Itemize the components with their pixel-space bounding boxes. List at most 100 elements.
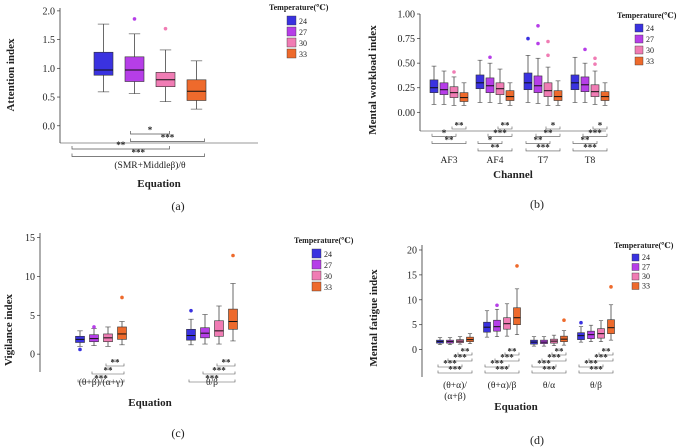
significance-label: *** <box>537 359 551 369</box>
significance-label: ** <box>581 135 591 145</box>
legend-swatch-30 <box>631 272 640 281</box>
significance-bracket <box>525 148 561 152</box>
significance-bracket <box>484 370 520 374</box>
box-θ/β-33 <box>228 308 238 330</box>
legend: Temperature(℃) 24 27 30 33 <box>617 11 677 66</box>
significance-label: *** <box>493 128 507 138</box>
outlier-point <box>495 303 499 308</box>
box-T7-33 <box>553 90 563 101</box>
x-category-label: θ/α <box>543 381 555 391</box>
box-T7-30 <box>543 82 553 97</box>
significance-label: ** <box>491 142 501 152</box>
significance-label: *** <box>212 366 226 376</box>
significance-bracket <box>105 363 125 367</box>
significance-bracket <box>457 352 473 356</box>
legend-item-label: 27 <box>324 261 332 270</box>
outlier-point <box>546 39 550 44</box>
significance-bracket <box>582 133 608 137</box>
box-θ/β-30 <box>214 320 224 337</box>
legend-item-label: 24 <box>324 250 332 259</box>
y-tick-label: 2.0 <box>43 6 56 17</box>
y-tick-label: 0 <box>30 350 35 361</box>
significance-bracket <box>545 126 561 130</box>
outlier-point <box>593 56 597 61</box>
significance-label: *** <box>542 365 556 375</box>
legend-swatch-24 <box>634 23 644 33</box>
x-category-label: θ/β <box>590 381 602 391</box>
x-category-label: (SMR+Middleβ)/θ <box>114 160 186 171</box>
outlier-point <box>536 23 540 28</box>
significance-bracket <box>504 352 520 356</box>
significance-bracket <box>541 358 567 362</box>
y-tick-label: 10 <box>407 295 417 306</box>
legend-title: Temperature(℃) <box>294 236 354 245</box>
significance-bracket <box>431 133 457 137</box>
significance-label: ** <box>104 366 114 376</box>
significance-label: * <box>148 125 153 135</box>
legend-swatch-30 <box>311 270 322 281</box>
y-tick-label: 0.25 <box>398 83 416 94</box>
significance-label: *** <box>94 374 108 384</box>
significance-bracket <box>592 126 608 130</box>
significance-bracket <box>437 364 463 368</box>
significance-bracket <box>477 141 503 144</box>
y-tick-label: 0.0 <box>43 121 56 132</box>
significance-bracket <box>531 370 567 374</box>
legend-item-label: 27 <box>642 263 650 272</box>
legend-swatch-30 <box>634 45 644 55</box>
legend-title: Temperature(℃) <box>614 241 674 250</box>
x-category-label: θ/β <box>206 378 218 388</box>
significance-label: *** <box>205 374 219 384</box>
significance-bracket <box>497 126 513 130</box>
significance-label: *** <box>500 353 514 363</box>
significance-label: * <box>598 121 603 131</box>
x-category-label: AF4 <box>487 156 504 166</box>
significance-label: ** <box>445 135 455 145</box>
outlier-point <box>92 325 96 329</box>
box-AF3-27 <box>439 82 449 95</box>
outlier-point <box>452 70 456 74</box>
significance-bracket <box>77 379 125 383</box>
legend-title: Temperature(℃) <box>617 11 677 20</box>
legend-title: Temperature(℃) <box>269 3 329 12</box>
x-axis-title: Channel <box>493 169 533 181</box>
significance-label: *** <box>453 353 467 363</box>
legend-swatch-27 <box>631 263 640 271</box>
legend-item-label: 30 <box>324 272 332 281</box>
outlier-point <box>579 320 583 325</box>
box-(θ+α)/β-33 <box>513 307 521 325</box>
legend-swatch-27 <box>311 259 322 270</box>
significance-bracket <box>588 358 614 362</box>
significance-bracket <box>531 364 557 368</box>
y-tick-label: 0.75 <box>398 34 416 45</box>
outlier-point <box>231 253 235 258</box>
significance-label: *** <box>583 142 597 152</box>
significance-bracket <box>578 364 604 368</box>
significance-bracket <box>71 146 170 150</box>
y-tick-label: 15 <box>25 233 35 244</box>
significance-label: ** <box>501 121 511 131</box>
significance-label: ** <box>111 358 121 368</box>
x-axis-title: Equation <box>128 397 171 409</box>
significance-bracket <box>551 352 567 356</box>
significance-bracket <box>525 141 551 144</box>
chart-panel-d: 20 15 10 5 0 Mental fatigue index (θ+α)/(α+β) (… <box>368 241 674 447</box>
significance-label: * <box>488 135 493 145</box>
box-θ/β-33 <box>607 319 615 334</box>
outlier-point <box>78 347 82 352</box>
legend-item-label: 24 <box>299 17 307 26</box>
box-AF4-33 <box>505 90 515 101</box>
y-tick-label: 1.00 <box>398 10 416 21</box>
significance-label: ** <box>534 135 544 145</box>
x-category-label: AF3 <box>441 156 458 166</box>
legend: Temperature(℃) 24 27 30 33 <box>294 236 354 292</box>
x-category-label: (α+β) <box>444 391 466 402</box>
y-axis-title: Mental workload index <box>367 25 379 135</box>
outlier-point <box>488 55 492 60</box>
box-θ/β-24 <box>186 328 196 341</box>
box-(SMR+Middleβ)/θ-33 <box>186 79 207 101</box>
outlier-point <box>593 62 597 66</box>
significance-label: *** <box>161 133 175 143</box>
significance-bracket <box>202 371 236 375</box>
